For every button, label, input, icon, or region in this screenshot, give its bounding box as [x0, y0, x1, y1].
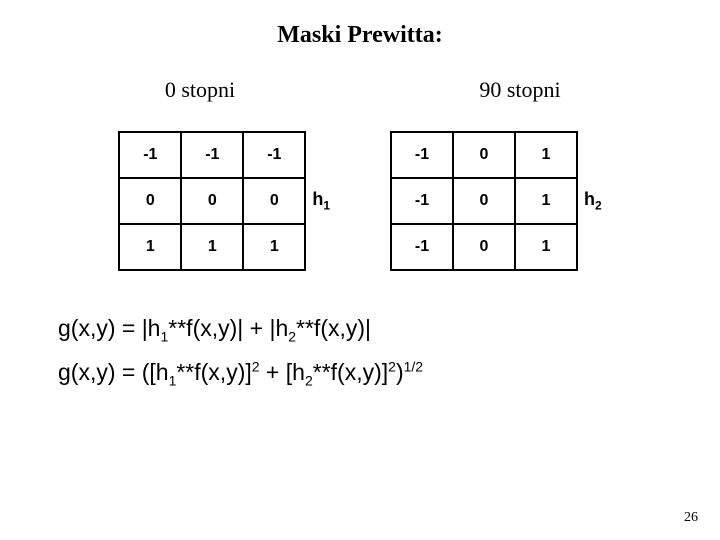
matrix-cell: 1 [243, 224, 305, 270]
formula-1: g(x,y) = |h1**f(x,y)| + |h2**f(x,y)| [58, 307, 720, 351]
matrix-cell: 1 [515, 178, 577, 224]
matrix-cell: -1 [391, 178, 453, 224]
matrix-h1-label: h1 [312, 189, 330, 213]
page-number: 26 [684, 510, 698, 526]
subtitles-row: 0 stopni 90 stopni [0, 77, 720, 103]
matrix-cell: 1 [181, 224, 243, 270]
formulas-block: g(x,y) = |h1**f(x,y)| + |h2**f(x,y)| g(x… [0, 307, 720, 394]
matrix-h2-label: h2 [584, 189, 602, 213]
formula-2: g(x,y) = ([h1**f(x,y)]2 + [h2**f(x,y)]2)… [58, 351, 720, 395]
matrix-cell: 0 [243, 178, 305, 224]
matrix-cell: 0 [453, 132, 515, 178]
matrix-cell: -1 [391, 132, 453, 178]
matrix-cell: -1 [391, 224, 453, 270]
table-row: 1 1 1 [119, 224, 305, 270]
table-row: -1 0 1 [391, 224, 577, 270]
matrix-h2: -1 0 1 -1 0 1 -1 0 1 [390, 131, 578, 271]
matrix-cell: 0 [181, 178, 243, 224]
matrix-cell: -1 [243, 132, 305, 178]
matrix-cell: -1 [119, 132, 181, 178]
matrix-cell: -1 [181, 132, 243, 178]
matrix-cell: 1 [515, 224, 577, 270]
matrix-cell: 1 [515, 132, 577, 178]
matrix-h1: -1 -1 -1 0 0 0 1 1 1 [118, 131, 306, 271]
matrix-cell: 0 [453, 178, 515, 224]
subtitle-right: 90 stopni [460, 77, 580, 103]
matrix-cell: 0 [453, 224, 515, 270]
table-row: -1 0 1 [391, 132, 577, 178]
table-row: -1 0 1 [391, 178, 577, 224]
matrix-h2-group: -1 0 1 -1 0 1 -1 0 1 h2 [390, 131, 602, 271]
table-row: -1 -1 -1 [119, 132, 305, 178]
table-row: 0 0 0 [119, 178, 305, 224]
page-title: Maski Prewitta: [0, 0, 720, 49]
matrix-cell: 1 [119, 224, 181, 270]
matrix-h1-group: -1 -1 -1 0 0 0 1 1 1 h1 [118, 131, 330, 271]
matrices-row: -1 -1 -1 0 0 0 1 1 1 h1 -1 0 1 [0, 131, 720, 271]
matrix-cell: 0 [119, 178, 181, 224]
subtitle-left: 0 stopni [140, 77, 260, 103]
